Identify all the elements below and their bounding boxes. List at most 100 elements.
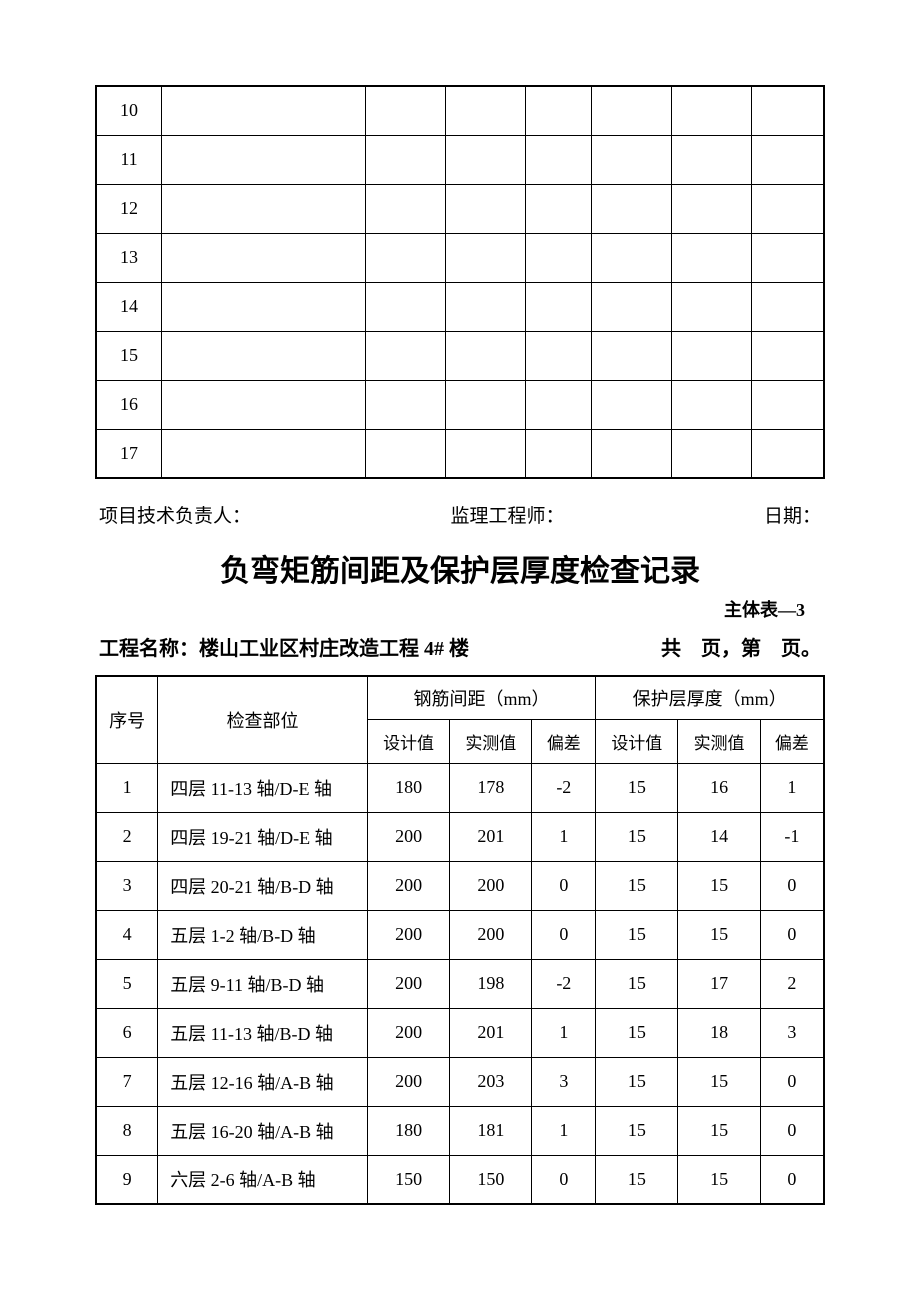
table-cell: 3 [96, 861, 158, 910]
table-row: 4五层 1-2 轴/B-D 轴200200015150 [96, 910, 824, 959]
table-cell: 14 [678, 812, 760, 861]
table-cell [526, 331, 592, 380]
table-cell: 15 [596, 861, 678, 910]
header-spacing-deviation: 偏差 [532, 719, 596, 763]
header-cover: 保护层厚度（mm） [596, 676, 824, 719]
date-label: 日期： [764, 501, 821, 528]
table-cell [591, 184, 671, 233]
supervisor-label: 监理工程师： [450, 501, 564, 528]
table-cell: 150 [450, 1155, 532, 1204]
table-row: 5五层 9-11 轴/B-D 轴200198-215172 [96, 959, 824, 1008]
table-row: 1四层 11-13 轴/D-E 轴180178-215161 [96, 763, 824, 812]
table-cell: 1 [532, 1106, 596, 1155]
header-cover-measured: 实测值 [678, 719, 760, 763]
table-row: 6五层 11-13 轴/B-D 轴200201115183 [96, 1008, 824, 1057]
table-cell: 15 [596, 1008, 678, 1057]
table-cell: 15 [678, 1057, 760, 1106]
header-cover-deviation: 偏差 [760, 719, 824, 763]
table-cell: 15 [596, 763, 678, 812]
table-cell [365, 233, 445, 282]
table-cell [445, 135, 525, 184]
table-cell [751, 331, 824, 380]
table-row: 14 [96, 282, 824, 331]
table-cell: 200 [450, 910, 532, 959]
table-cell [162, 184, 366, 233]
table-cell: 五层 9-11 轴/B-D 轴 [158, 959, 368, 1008]
table-cell [671, 380, 751, 429]
table-cell [751, 233, 824, 282]
table-cell [591, 86, 671, 135]
table-cell: 3 [532, 1057, 596, 1106]
table-cell: 0 [532, 910, 596, 959]
table-cell: 6 [96, 1008, 158, 1057]
table-cell: 0 [760, 1106, 824, 1155]
table-cell: 15 [596, 812, 678, 861]
table-cell: 10 [96, 86, 162, 135]
table-cell [445, 233, 525, 282]
table-cell [445, 184, 525, 233]
table-cell [526, 86, 592, 135]
table-row: 10 [96, 86, 824, 135]
table-cell [526, 282, 592, 331]
table-cell: 17 [96, 429, 162, 478]
table-row: 16 [96, 380, 824, 429]
table-cell: 200 [450, 861, 532, 910]
table-cell: 16 [678, 763, 760, 812]
continuation-table: 1011121314151617 [95, 85, 825, 479]
table-row: 12 [96, 184, 824, 233]
table-cell [445, 282, 525, 331]
table-cell [591, 331, 671, 380]
table-cell [671, 184, 751, 233]
header-location: 检查部位 [158, 676, 368, 763]
table-cell: 0 [532, 1155, 596, 1204]
table-cell [671, 135, 751, 184]
table-cell [365, 184, 445, 233]
table-cell: 四层 20-21 轴/B-D 轴 [158, 861, 368, 910]
page-info: 共 页，第 页。 [661, 632, 821, 661]
table-row: 11 [96, 135, 824, 184]
table-cell: 15 [596, 1106, 678, 1155]
table-cell: 7 [96, 1057, 158, 1106]
table-cell [445, 429, 525, 478]
table-cell [671, 331, 751, 380]
table-cell: 12 [96, 184, 162, 233]
table-cell: 180 [367, 763, 449, 812]
table-cell: 201 [450, 812, 532, 861]
table-row: 13 [96, 233, 824, 282]
table-cell [591, 380, 671, 429]
table-cell: 181 [450, 1106, 532, 1155]
table-cell: 14 [96, 282, 162, 331]
table-cell [751, 429, 824, 478]
table-cell [591, 135, 671, 184]
table-cell: 200 [367, 861, 449, 910]
table-cell: 16 [96, 380, 162, 429]
table-cell [526, 135, 592, 184]
table-cell: 9 [96, 1155, 158, 1204]
table-cell [162, 86, 366, 135]
table-cell: 四层 19-21 轴/D-E 轴 [158, 812, 368, 861]
table-cell: 18 [678, 1008, 760, 1057]
table-cell: 15 [678, 861, 760, 910]
table-cell: 3 [760, 1008, 824, 1057]
table-cell [365, 86, 445, 135]
table-cell [365, 282, 445, 331]
project-info-row: 工程名称：楼山工业区村庄改造工程 4# 楼 共 页，第 页。 [95, 626, 825, 675]
table-cell [591, 282, 671, 331]
table-cell [751, 86, 824, 135]
form-number: 主体表—3 [95, 592, 825, 626]
table-cell [526, 233, 592, 282]
table-cell: 15 [678, 1106, 760, 1155]
inspection-record-table: 序号 检查部位 钢筋间距（mm） 保护层厚度（mm） 设计值 实测值 偏差 设计… [95, 675, 825, 1205]
table-cell: 0 [532, 861, 596, 910]
table-cell [162, 331, 366, 380]
table-cell: 15 [678, 1155, 760, 1204]
document-title: 负弯矩筋间距及保护层厚度检查记录 [95, 538, 825, 592]
table-cell: 15 [596, 910, 678, 959]
table-cell: 203 [450, 1057, 532, 1106]
table-cell: 180 [367, 1106, 449, 1155]
table-cell: 8 [96, 1106, 158, 1155]
table-cell: 15 [96, 331, 162, 380]
header-spacing-design: 设计值 [367, 719, 449, 763]
table-cell [671, 429, 751, 478]
table-cell: 15 [596, 1057, 678, 1106]
